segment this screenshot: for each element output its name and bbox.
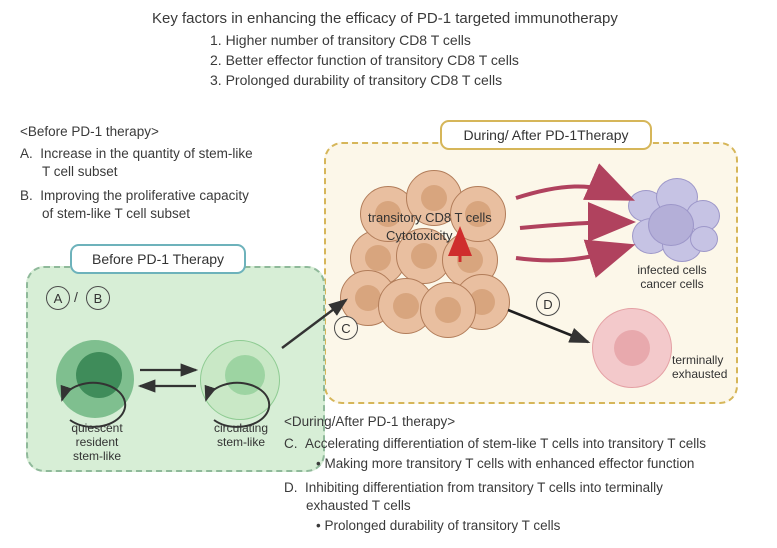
after-D-bullet: • Prolonged durability of transitory T c… (316, 518, 560, 533)
after-D-line2: exhausted T cells (306, 498, 411, 513)
page-title: Key factors in enhancing the efficacy of… (152, 10, 618, 27)
slash-AB: / (74, 289, 78, 305)
circulating-label: circulatingstem-like (198, 422, 284, 450)
quiescent-stemlike-cell (56, 340, 134, 418)
after-header: <During/After PD-1 therapy> (284, 414, 455, 429)
circle-A: A (46, 286, 70, 310)
transitory-label-2: Cytotoxicity (386, 228, 452, 243)
after-D-line1: D. Inhibiting differentiation from trans… (284, 480, 663, 495)
circulating-stemlike-cell (200, 340, 280, 420)
quiescent-stemlike-nucleus (76, 352, 122, 398)
transitory-label-1: transitory CD8 T cells (368, 210, 492, 225)
terminally-exhausted-nucleus (614, 330, 650, 366)
before-B-line2: of stem-like T cell subset (42, 206, 190, 221)
quiescent-label: quiescentresidentstem-like (54, 422, 140, 463)
circle-D: D (536, 292, 560, 316)
terminal-label: terminallyexhausted (672, 354, 744, 382)
after-C-line: C. Accelerating differentiation of stem-… (284, 436, 706, 451)
key-factor-1: 1. Higher number of transitory CD8 T cel… (210, 32, 471, 48)
before-A-line2: T cell subset (42, 164, 118, 179)
circulating-stemlike-nucleus (225, 355, 265, 395)
infected-label: infected cellscancer cells (626, 264, 718, 292)
circle-B: B (86, 286, 110, 310)
before-B-line1: B. Improving the proliferative capacity (20, 188, 249, 203)
after-panel-title-pill: During/ After PD-1Therapy (440, 120, 652, 150)
key-factor-2: 2. Better effector function of transitor… (210, 52, 519, 68)
before-header: <Before PD-1 therapy> (20, 124, 159, 139)
key-factor-3: 3. Prolonged durability of transitory CD… (210, 72, 502, 88)
terminally-exhausted-cell (592, 308, 672, 388)
circle-C: C (334, 316, 358, 340)
after-C-bullet: • Making more transitory T cells with en… (316, 456, 694, 471)
before-panel-title-pill: Before PD-1 Therapy (70, 244, 246, 274)
before-A-line1: A. Increase in the quantity of stem-like (20, 146, 253, 161)
